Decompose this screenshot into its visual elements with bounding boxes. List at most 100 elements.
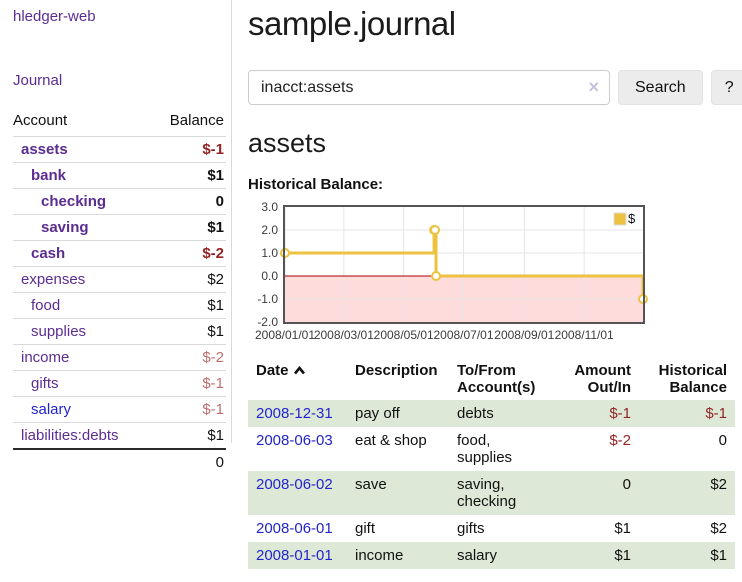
- svg-text:1.0: 1.0: [261, 246, 278, 260]
- account-link-gifts[interactable]: gifts: [31, 375, 59, 392]
- clear-search-icon[interactable]: ×: [588, 77, 599, 97]
- transaction-balance: $2: [710, 520, 727, 537]
- transaction-date-link[interactable]: 2008-06-01: [256, 520, 333, 537]
- register-table: Date Description To/From Account(s) Amou…: [248, 360, 735, 569]
- account-balance-liabilities-debts: $1: [151, 422, 226, 449]
- register-header-date-label: Date: [256, 362, 289, 379]
- register-header-accounts: To/From Account(s): [449, 360, 551, 400]
- account-row-bank: bank $1: [13, 162, 226, 189]
- account-page-title: assets: [248, 128, 327, 158]
- accounts-header-row: Account Balance: [13, 108, 226, 137]
- transaction-description: income: [355, 547, 404, 564]
- account-link-cash[interactable]: cash: [31, 245, 66, 262]
- transaction-balance: $2: [710, 476, 727, 493]
- transaction-amount: $1: [614, 547, 631, 564]
- register-header-description: Description: [355, 362, 438, 379]
- account-link-food[interactable]: food: [31, 297, 61, 314]
- transaction-accounts: debts: [457, 405, 494, 422]
- svg-text:2008/11/01: 2008/11/01: [555, 328, 614, 342]
- account-balance-bank: $1: [151, 162, 226, 189]
- brand-link[interactable]: hledger-web: [13, 8, 96, 25]
- register-header-balance-line2: Balance: [669, 379, 727, 396]
- chart-label: Historical Balance:: [248, 176, 384, 193]
- account-balance-salary: $-1: [151, 396, 226, 423]
- svg-text:2008/01/01: 2008/01/01: [255, 328, 315, 342]
- account-row-cash: cash $-2: [13, 240, 226, 267]
- transaction-date-link[interactable]: 2008-06-02: [256, 476, 333, 493]
- transaction-date-link[interactable]: 2008-12-31: [256, 405, 333, 422]
- transaction-description: gift: [355, 520, 376, 537]
- account-balance-expenses: $2: [151, 266, 226, 293]
- account-balance-gifts: $-1: [151, 370, 226, 397]
- account-balance-cash: $-2: [151, 240, 226, 267]
- transaction-accounts: food, supplies: [457, 432, 513, 466]
- accounts-header-balance: Balance: [169, 112, 224, 129]
- transaction-balance: 0: [718, 432, 727, 449]
- search-button[interactable]: Search: [618, 70, 703, 105]
- transaction-amount: $-2: [609, 432, 631, 449]
- account-link-income[interactable]: income: [21, 349, 70, 366]
- brand: hledger-web: [13, 8, 232, 25]
- journal-link[interactable]: Journal: [13, 72, 63, 89]
- register-header-amount-line1: Amount: [574, 362, 631, 379]
- register-header-balance: Historical Balance: [639, 360, 735, 400]
- register-header-accounts-line2: Account(s): [457, 379, 536, 396]
- account-row-checking: checking 0: [13, 188, 226, 215]
- svg-text:2008/03/01: 2008/03/01: [314, 328, 374, 342]
- accounts-total-value: 0: [151, 448, 226, 475]
- account-row-income: income $-2: [13, 344, 226, 371]
- account-balance-saving: $1: [151, 214, 226, 241]
- transaction-accounts: salary: [457, 547, 498, 564]
- account-link-checking[interactable]: checking: [41, 193, 107, 210]
- account-link-assets[interactable]: assets: [21, 141, 68, 158]
- account-link-bank[interactable]: bank: [31, 167, 67, 184]
- transaction-date-link[interactable]: 2008-01-01: [256, 547, 333, 564]
- register-header-amount-line2: Out/In: [587, 379, 631, 396]
- account-link-expenses[interactable]: expenses: [21, 271, 86, 288]
- account-link-supplies[interactable]: supplies: [31, 323, 87, 340]
- transaction-description: pay off: [355, 405, 400, 422]
- svg-text:3.0: 3.0: [261, 200, 278, 214]
- chevron-up-icon: [293, 362, 306, 379]
- svg-text:-1.0: -1.0: [257, 292, 278, 306]
- transaction-date-link[interactable]: 2008-06-03: [256, 432, 333, 449]
- svg-text:2008/05/01: 2008/05/01: [374, 328, 434, 342]
- account-row-gifts: gifts $-1: [13, 370, 226, 397]
- register-row: 2008-06-03 eat & shop food, supplies $-2…: [248, 427, 735, 471]
- register-row: 2008-12-31 pay off debts $-1 $-1: [248, 400, 735, 427]
- account-row-supplies: supplies $1: [13, 318, 226, 345]
- transaction-description: eat & shop: [355, 432, 427, 449]
- register-header-row: Date Description To/From Account(s) Amou…: [248, 360, 735, 400]
- page-title: sample.journal: [248, 5, 456, 42]
- account-row-assets: assets $-1: [13, 136, 226, 163]
- transaction-accounts: saving, checking: [457, 476, 517, 510]
- svg-text:2008/07/01: 2008/07/01: [433, 328, 493, 342]
- account-row-expenses: expenses $2: [13, 266, 226, 293]
- register-header-accounts-line1: To/From: [457, 362, 516, 379]
- account-link-liabilities-debts[interactable]: liabilities:debts: [21, 427, 119, 444]
- app-window: hledger-web Journal Account Balance asse…: [13, 0, 742, 569]
- register-header-date[interactable]: Date: [248, 360, 347, 400]
- historical-balance-chart: 3.0 2.0 1.0 0.0 -1.0 -2.02008/01/012008/03/01…: [255, 200, 648, 342]
- account-balance-assets: $-1: [151, 136, 226, 163]
- account-row-saving: saving $1: [13, 214, 226, 241]
- account-balance-checking: 0: [151, 188, 226, 215]
- account-balance-income: $-2: [151, 344, 226, 371]
- main-content: sample.journal × Search ? assets Histori…: [248, 0, 742, 569]
- accounts-table: Account Balance assets $-1 bank $1 check…: [13, 108, 226, 475]
- svg-text:$: $: [628, 211, 636, 226]
- accounts-header-account: Account: [13, 112, 68, 129]
- transaction-balance: $1: [710, 547, 727, 564]
- register-header-balance-line1: Historical: [658, 362, 727, 379]
- help-button[interactable]: ?: [710, 70, 742, 105]
- transaction-amount: 0: [622, 476, 631, 493]
- transaction-amount: $1: [614, 520, 631, 537]
- register-row: 2008-06-01 gift gifts $1 $2: [248, 515, 735, 542]
- account-link-saving[interactable]: saving: [41, 219, 89, 236]
- svg-text:-2.0: -2.0: [257, 315, 278, 329]
- account-row-food: food $1: [13, 292, 226, 319]
- register-row: 2008-01-01 income salary $1 $1: [248, 542, 735, 569]
- search-input[interactable]: [248, 70, 610, 105]
- account-link-salary[interactable]: salary: [31, 401, 72, 418]
- svg-text:0.0: 0.0: [261, 269, 278, 283]
